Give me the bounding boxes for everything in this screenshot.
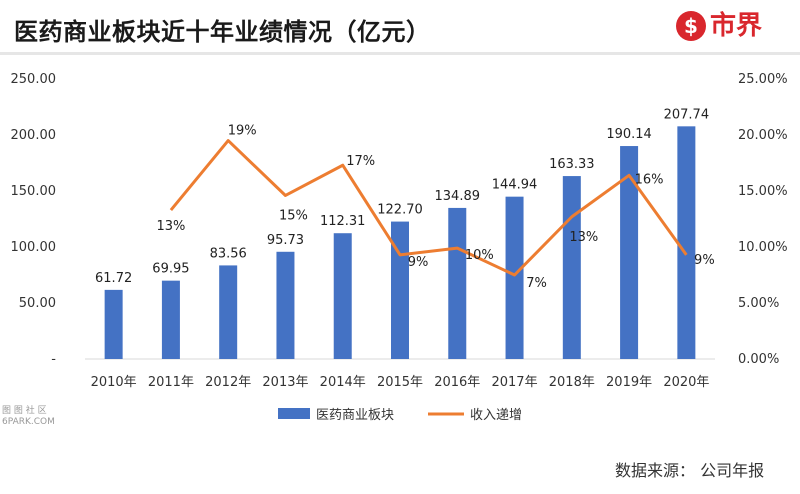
watermark-line-2: 6PARK.COM	[2, 417, 55, 427]
bar	[620, 146, 639, 359]
y-right-tick-label: 5.00%	[738, 296, 779, 311]
line-value-label: 16%	[635, 172, 664, 187]
bar	[677, 126, 696, 359]
bar	[276, 251, 295, 359]
data-source-note: 数据来源： 公司年报	[615, 461, 765, 480]
line-value-label: 7%	[526, 276, 547, 291]
line-value-label: 15%	[279, 208, 308, 223]
header: 医药商业板块近十年业绩情况（亿元） $ 市界	[0, 0, 800, 54]
x-tick-label: 2020年	[663, 375, 709, 390]
y-left-tick-label: -	[51, 352, 56, 367]
y-left-tick-label: 200.00	[11, 128, 57, 143]
line-value-label: 17%	[346, 154, 375, 169]
line-value-label: 9%	[408, 255, 429, 270]
bar-value-label: 190.14	[606, 127, 652, 142]
logo-icon: $	[676, 11, 706, 41]
bar-value-label: 163.33	[549, 157, 595, 172]
y-right-tick-label: 25.00%	[738, 72, 788, 87]
x-tick-label: 2010年	[91, 375, 137, 390]
line-value-label: 10%	[465, 248, 494, 263]
bar-value-label: 122.70	[377, 203, 423, 218]
x-tick-label: 2012年	[205, 375, 251, 390]
legend-swatch-bar	[278, 408, 310, 419]
line-value-label: 13%	[569, 230, 598, 245]
bar-value-label: 61.72	[95, 271, 132, 286]
logo-text: 市界	[710, 11, 763, 41]
bar-value-label: 69.95	[152, 262, 189, 277]
y-right-tick-label: 0.00%	[738, 352, 779, 367]
bar	[448, 207, 467, 359]
y-right-tick-label: 20.00%	[738, 128, 788, 143]
header-divider	[0, 52, 800, 55]
bar	[505, 196, 524, 359]
bar-value-label: 207.74	[664, 107, 710, 122]
x-tick-label: 2018年	[549, 375, 595, 390]
line-value-label: 9%	[694, 253, 715, 268]
bar	[104, 289, 123, 359]
x-tick-label: 2013年	[262, 375, 308, 390]
line-value-label: 19%	[228, 124, 257, 139]
legend-label-bar: 医药商业板块	[316, 408, 394, 423]
bar-value-label: 144.94	[492, 178, 538, 193]
y-right-tick-label: 15.00%	[738, 184, 788, 199]
bar-value-label: 112.31	[320, 214, 366, 229]
x-tick-label: 2011年	[148, 375, 194, 390]
bar-value-label: 95.73	[267, 233, 304, 248]
y-right-tick-label: 10.00%	[738, 240, 788, 255]
x-tick-label: 2017年	[491, 375, 537, 390]
brand-logo: $ 市界	[676, 9, 794, 45]
legend-label-line: 收入递增	[470, 408, 522, 423]
x-tick-label: 2015年	[377, 375, 423, 390]
watermark: 图 图 社 区 6PARK.COM	[2, 406, 55, 428]
growth-line	[169, 139, 688, 277]
x-tick-label: 2014年	[320, 375, 366, 390]
bar	[562, 176, 581, 359]
bar	[161, 280, 180, 359]
bar	[219, 265, 238, 359]
line-value-label: 13%	[156, 219, 185, 234]
y-left-tick-label: 250.00	[11, 72, 57, 87]
y-left-tick-label: 100.00	[11, 240, 57, 255]
bar	[333, 233, 352, 359]
bar-value-label: 83.56	[210, 246, 247, 261]
watermark-line-1: 图 图 社 区	[2, 406, 47, 416]
y-left-tick-label: 150.00	[11, 184, 57, 199]
x-tick-label: 2019年	[606, 375, 652, 390]
x-tick-label: 2016年	[434, 375, 480, 390]
bar-value-label: 134.89	[435, 189, 481, 204]
bar	[391, 221, 409, 359]
y-left-tick-label: 50.00	[19, 296, 56, 311]
page-title: 医药商业板块近十年业绩情况（亿元）	[14, 18, 431, 46]
